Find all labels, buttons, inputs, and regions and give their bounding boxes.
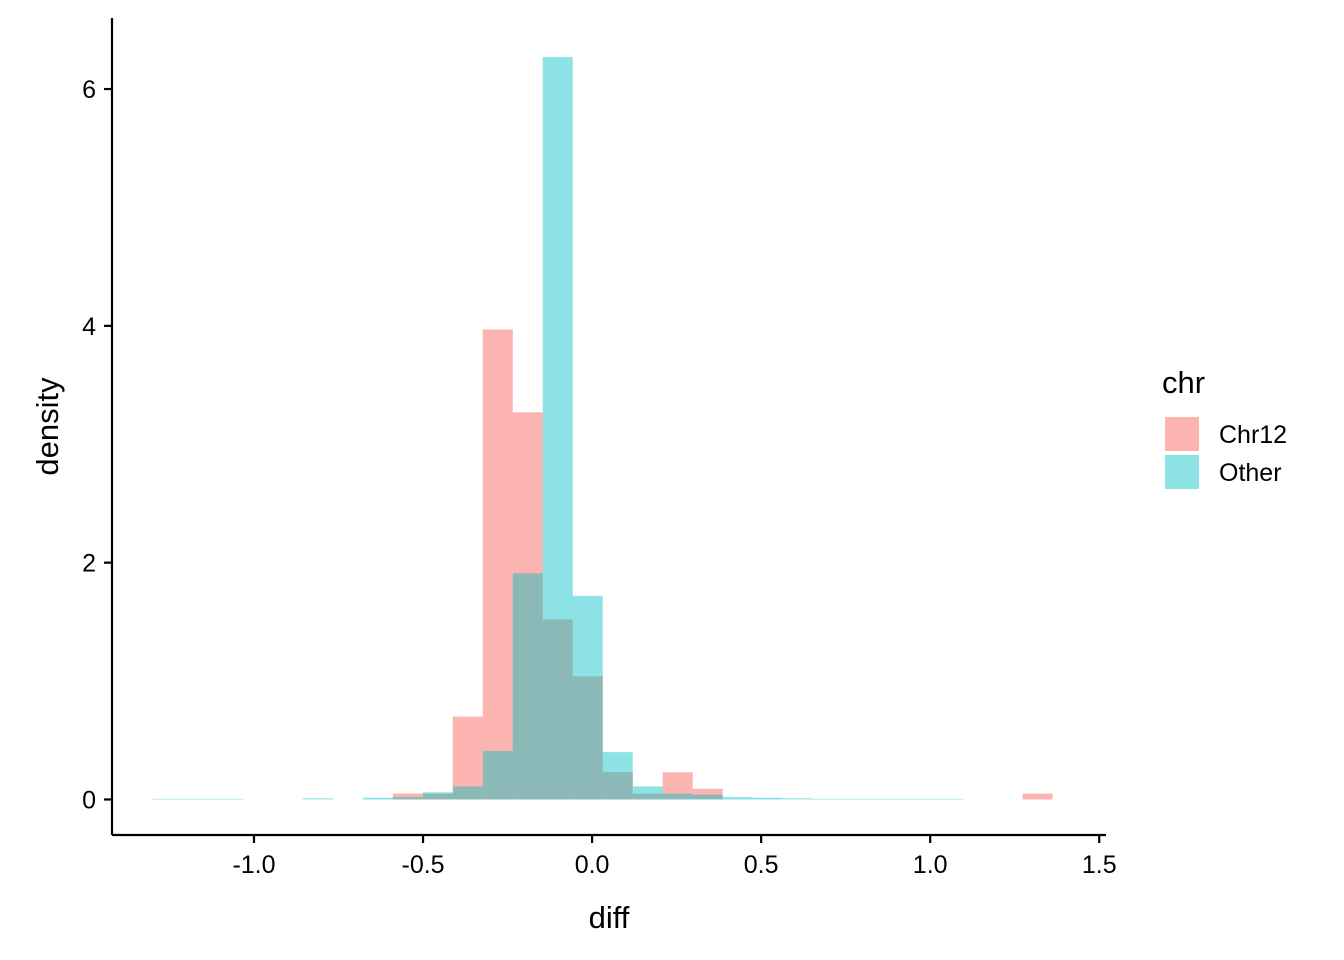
bar-chr12-14 (572, 676, 603, 800)
bar-other-2 (212, 798, 243, 800)
legend-swatch-other (1165, 455, 1199, 489)
bar-chr12-29 (1022, 793, 1053, 800)
x-tick-label-3: 0.5 (744, 851, 779, 879)
bar-other-9 (422, 792, 453, 800)
bar-other-11 (482, 750, 513, 800)
y-tick-label-1: 2 (82, 550, 96, 578)
bars-layer (152, 57, 1053, 800)
y-tick-label-3: 6 (82, 76, 96, 104)
bar-other-21 (782, 798, 813, 800)
x-tick-label-0: -1.0 (232, 851, 275, 879)
x-tick-label-2: 0.0 (575, 851, 610, 879)
bar-other-26 (932, 798, 963, 800)
axes-layer (110, 18, 1106, 837)
bar-other-15 (602, 752, 633, 800)
bar-other-24 (872, 798, 903, 800)
legend-label-chr12: Chr12 (1219, 421, 1287, 449)
bar-other-13 (542, 57, 573, 800)
bar-chr12-13 (542, 619, 573, 800)
bar-other-16 (632, 786, 663, 800)
legend: chr Chr12 Other (1162, 365, 1287, 489)
x-axis-title: diff (589, 900, 630, 935)
bar-other-17 (662, 793, 693, 800)
legend-label-other: Other (1219, 459, 1282, 487)
bar-other-19 (722, 797, 753, 800)
bar-chr12-15 (602, 772, 633, 800)
bar-other-22 (812, 798, 843, 800)
bar-other-20 (752, 797, 783, 800)
legend-swatch-chr12 (1165, 417, 1199, 451)
x-tick-label-5: 1.5 (1082, 851, 1117, 879)
bar-other-10 (452, 786, 483, 800)
bar-chr12-16 (632, 793, 663, 800)
bar-chr12-12 (512, 412, 543, 800)
y-tick-label-0: 0 (82, 786, 96, 814)
bar-other-23 (842, 798, 873, 800)
bar-other-1 (182, 798, 213, 800)
y-axis-title: density (30, 377, 65, 476)
bar-other-7 (362, 797, 393, 800)
bar-chr12-10 (452, 716, 483, 800)
bar-other-25 (902, 798, 933, 800)
ticks-layer: -1.0 -0.5 0.0 0.5 1.0 1.5 0 2 4 6 (82, 76, 1117, 879)
bar-other-8 (392, 797, 423, 800)
bar-other-18 (692, 794, 723, 800)
bar-chr12-9 (422, 793, 453, 800)
bar-other-14 (572, 595, 603, 800)
bar-chr12-11 (482, 329, 513, 800)
x-tick-label-4: 1.0 (913, 851, 948, 879)
bar-chr12-17 (662, 772, 693, 800)
bar-other-5 (302, 798, 333, 800)
bar-other-0 (152, 798, 183, 800)
legend-title: chr (1162, 365, 1205, 400)
x-tick-label-1: -0.5 (402, 851, 445, 879)
bar-chr12-18 (692, 788, 723, 800)
y-tick-label-2: 4 (82, 313, 96, 341)
bar-chr12-8 (392, 793, 423, 800)
bar-other-12 (512, 573, 543, 800)
